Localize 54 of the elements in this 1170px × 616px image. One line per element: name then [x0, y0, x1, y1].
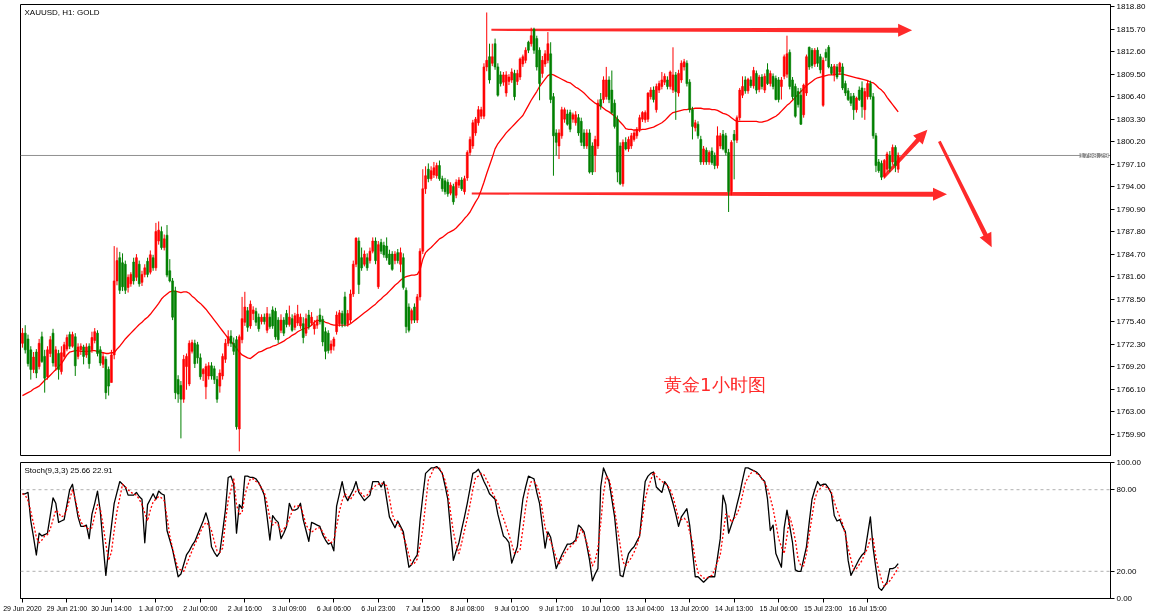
- candlestick: [135, 253, 138, 282]
- y-tick-label: 1787.80: [1116, 227, 1146, 237]
- candlestick: [546, 31, 550, 64]
- y-tick-label: 1809.50: [1116, 69, 1146, 79]
- y-tick-label: 1784.70: [1116, 249, 1146, 259]
- y-tick-label: 1794.00: [1116, 182, 1146, 192]
- y-tick-label: 1790.90: [1116, 204, 1146, 214]
- candlestick: [246, 306, 249, 333]
- y-tick-label: 1797.10: [1116, 159, 1146, 169]
- y-tick-label: 1800.20: [1116, 137, 1146, 147]
- chart-title: XAUUSD, H1: GOLD: [24, 7, 100, 17]
- candlestick: [57, 349, 60, 381]
- candlestick: [813, 47, 817, 68]
- candlestick: [304, 313, 308, 337]
- candlestick: [894, 144, 897, 173]
- annotation: 黄金1小时图: [664, 373, 766, 395]
- y-tick-label: 1763.00: [1116, 407, 1146, 417]
- candlestick: [21, 327, 24, 349]
- y-tick-label: 1781.60: [1116, 272, 1146, 282]
- y-tick-label: 1806.40: [1116, 92, 1146, 102]
- candlestick: [32, 351, 35, 374]
- candlestick: [891, 144, 894, 166]
- candlestick: [807, 46, 811, 71]
- candlestick: [777, 76, 780, 103]
- candlestick: [90, 331, 94, 354]
- y-tick-label: 1759.90: [1116, 429, 1146, 439]
- y-tick-label: 20.00: [1116, 566, 1138, 576]
- y-tick-label: 1812.60: [1116, 47, 1146, 57]
- candlestick: [301, 316, 305, 344]
- y-tick-label: 1772.30: [1116, 339, 1146, 349]
- candlestick: [671, 46, 675, 94]
- y-tick-label: 1775.40: [1116, 317, 1146, 327]
- candlestick: [774, 75, 778, 101]
- y-tick-label: 1769.20: [1116, 362, 1146, 372]
- candlestick: [60, 345, 63, 376]
- y-tick-label: 1815.70: [1116, 24, 1146, 34]
- candlestick: [279, 313, 283, 334]
- candlestick: [810, 47, 814, 69]
- candlestick: [780, 76, 783, 101]
- y-tick-label: 1818.80: [1116, 2, 1146, 12]
- y-tick-label: 1766.10: [1116, 384, 1146, 394]
- ref-line-label: 1798.29: [1079, 150, 1110, 160]
- y-tick-label: 1778.50: [1116, 294, 1146, 304]
- candlestick: [785, 35, 789, 79]
- y-tick-label: 100.00: [1116, 458, 1142, 467]
- y-tick-label: 0.00: [1116, 594, 1133, 603]
- candlestick: [296, 304, 299, 327]
- y-tick-label: 80.00: [1116, 485, 1138, 495]
- chart-title: Stoch(9,3,3) 25.66 22.91: [24, 465, 114, 475]
- candlestick: [329, 339, 333, 354]
- candlestick: [121, 252, 124, 292]
- candlestick: [579, 117, 583, 147]
- y-tick-label: 1803.30: [1116, 114, 1146, 124]
- candlestick: [896, 152, 900, 174]
